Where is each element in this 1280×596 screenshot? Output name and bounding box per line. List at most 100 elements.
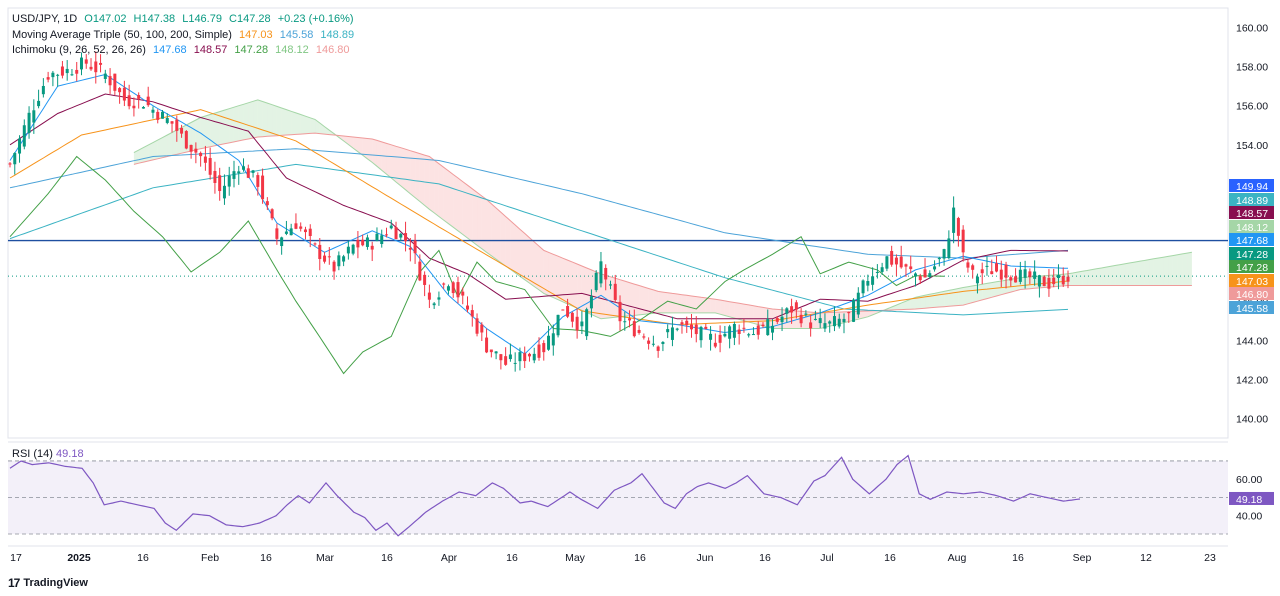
candle-body xyxy=(1061,276,1065,285)
candle-body xyxy=(613,283,617,300)
symbol-label[interactable]: USD/JPY, 1D xyxy=(12,13,78,25)
candle-body xyxy=(485,337,489,353)
cloud-segment xyxy=(891,305,897,310)
candle-body xyxy=(647,340,651,344)
candle-body xyxy=(137,95,141,99)
cloud-segment xyxy=(400,147,406,190)
cloud-segment xyxy=(1077,271,1083,286)
cloud-segment xyxy=(491,203,497,260)
price-badge-bg xyxy=(1229,260,1274,273)
price-badge: 145.58 xyxy=(1229,301,1274,315)
candle-body xyxy=(218,175,222,192)
candle-body xyxy=(51,72,55,78)
cloud-segment xyxy=(577,264,582,311)
candle-body xyxy=(852,299,856,322)
price-badge-label: 147.28 xyxy=(1236,249,1268,261)
candle-body xyxy=(22,125,26,147)
cloud-segment xyxy=(720,300,725,316)
change-value: +0.23 (+0.16%) xyxy=(277,13,354,25)
cloud-segment xyxy=(581,266,587,313)
candle-body xyxy=(913,273,917,277)
legend-ma-row[interactable]: Moving Average Triple (50, 100, 200, Sim… xyxy=(12,28,358,44)
tradingview-brand[interactable]: 17 TradingView xyxy=(8,576,88,590)
cloud-segment xyxy=(920,295,926,309)
candle-body xyxy=(618,301,622,322)
candle-body xyxy=(118,88,122,93)
cloud-segment xyxy=(1172,254,1178,286)
candle-body xyxy=(675,328,679,330)
candle-body xyxy=(975,276,979,284)
candle-body xyxy=(194,148,198,153)
cloud-segment xyxy=(953,288,959,306)
candle-body xyxy=(170,121,174,124)
cloud-segment xyxy=(562,258,568,304)
cloud-segment xyxy=(653,289,659,314)
candle-body xyxy=(346,246,350,254)
cloud-segment xyxy=(367,138,373,163)
candle-body xyxy=(513,362,517,364)
candle-body xyxy=(952,207,956,233)
candle-body xyxy=(375,233,379,241)
cloud-segment xyxy=(624,281,630,317)
cloud-segment xyxy=(243,102,249,140)
candle-body xyxy=(442,283,446,285)
price-axis[interactable]: 160.00158.00156.00154.00152.00150.00148.… xyxy=(1229,23,1274,426)
candle-body xyxy=(661,341,665,345)
candle-body xyxy=(446,286,450,291)
candle-body xyxy=(1014,276,1018,283)
chikou-value: 147.28 xyxy=(234,44,269,56)
candle-body xyxy=(89,66,93,70)
candle-body xyxy=(570,312,574,322)
candle-body xyxy=(303,229,307,233)
candle-body xyxy=(270,209,274,219)
cloud-segment xyxy=(510,220,516,273)
price-badge-label: 148.12 xyxy=(1236,222,1268,234)
candle-body xyxy=(313,243,317,245)
time-tick-label: Sep xyxy=(1073,552,1092,564)
time-tick-label: Mar xyxy=(316,552,335,564)
ma200-line xyxy=(9,163,1069,316)
tradingview-logo-icon: 17 xyxy=(8,576,20,590)
candle-body xyxy=(694,324,698,335)
rsi-title: RSI (14) xyxy=(12,448,53,460)
cloud-segment xyxy=(681,294,687,313)
candle-body xyxy=(232,171,236,179)
candle-body xyxy=(566,306,570,317)
candle-body xyxy=(651,343,655,345)
cloud-segment xyxy=(958,287,964,306)
candle-body xyxy=(256,175,260,187)
candle-body xyxy=(1018,269,1022,282)
cloud-segment xyxy=(977,284,983,302)
cloud-segment xyxy=(639,285,644,315)
candle-body xyxy=(108,76,112,86)
price-tick-label: 154.00 xyxy=(1236,140,1268,152)
cloud-segment xyxy=(691,295,697,313)
cloud-segment xyxy=(696,296,702,313)
close-value: C147.28 xyxy=(229,13,271,25)
cloud-segment xyxy=(986,282,992,299)
cloud-segment xyxy=(291,111,296,135)
candle-body xyxy=(556,314,560,336)
time-tick-label: Jun xyxy=(697,552,714,564)
cloud-segment xyxy=(472,188,478,246)
legend-ichimoku-row[interactable]: Ichimoku (9, 26, 52, 26, 26) 147.68 148.… xyxy=(12,43,358,59)
price-tick-label: 156.00 xyxy=(1236,101,1268,113)
cloud-segment xyxy=(929,293,935,308)
cloud-segment xyxy=(910,297,916,310)
time-axis[interactable]: 17 2025 16 Feb 16 Mar 16 Apr 16 May 16 Jun 16 Jul 16 Au… xyxy=(8,545,1228,564)
candle-body xyxy=(337,255,341,267)
price-badge-bg xyxy=(1229,287,1274,300)
rsi-tick-label: 40.00 xyxy=(1236,511,1262,523)
cloud-segment xyxy=(753,305,759,325)
cloud-segment xyxy=(272,104,277,137)
candle-body xyxy=(704,326,708,329)
candle-body xyxy=(818,318,822,324)
candle-body xyxy=(60,66,64,76)
candle-body xyxy=(747,334,751,336)
cloud-segment xyxy=(534,241,539,290)
candle-body xyxy=(122,87,126,101)
chikou-line xyxy=(9,155,945,375)
time-tick-label: Feb xyxy=(201,552,219,564)
rsi-legend[interactable]: RSI (14) 49.18 xyxy=(12,448,84,460)
